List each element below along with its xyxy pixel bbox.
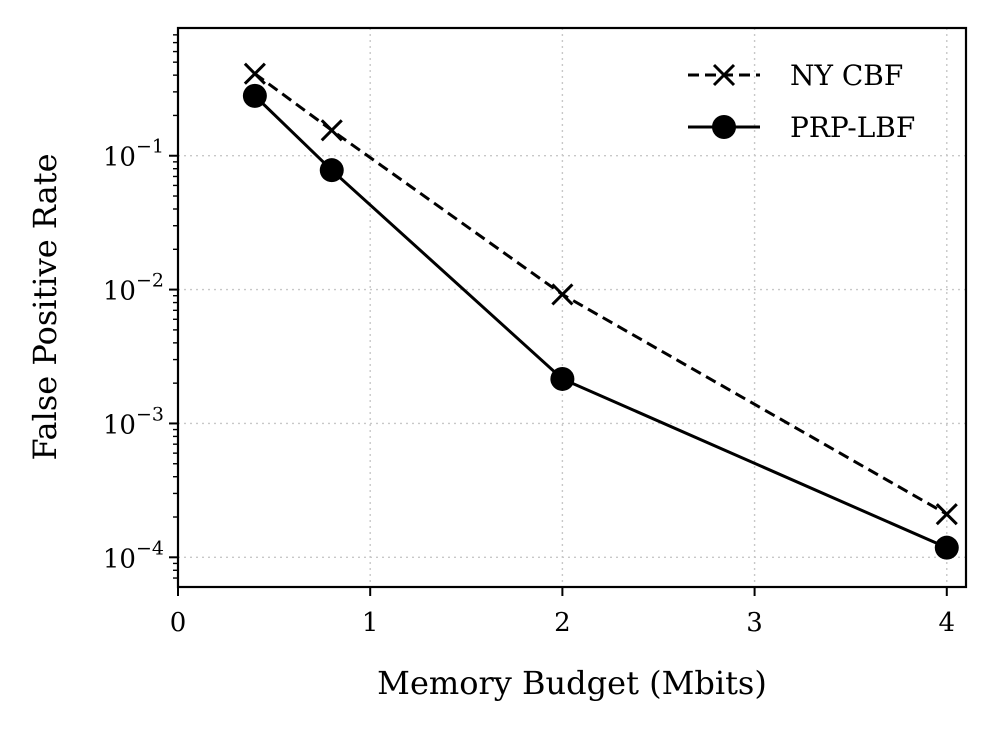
series-layer [242, 62, 959, 560]
data-point-ny-cbf [243, 62, 266, 85]
legend-label-ny-cbf: NY CBF [790, 59, 903, 92]
legend-item-ny-cbf: NY CBF [688, 59, 903, 92]
axis-ticks [169, 154, 948, 596]
legend-marker-ny-cbf [712, 63, 736, 87]
series-line-ny-cbf [253, 72, 948, 516]
x-tick-label: 4 [939, 608, 956, 638]
plot-frame [176, 26, 968, 589]
legend: NY CBF PRP-LBF [688, 59, 915, 144]
x-axis-title: Memory Budget (Mbits) [377, 664, 767, 702]
data-point-ny-cbf [551, 283, 574, 306]
data-point-prp-lbf [550, 366, 575, 391]
y-tick-label: 10−4 [103, 537, 164, 574]
y-tick-labels: 10−1 10−2 10−3 10−4 [103, 136, 164, 575]
x-tick-label: 3 [746, 608, 763, 638]
y-tick-label: 10−3 [103, 403, 164, 440]
y-tick-label: 10−1 [103, 136, 164, 173]
series-line-prp-lbf [253, 94, 948, 550]
legend-label-prp-lbf: PRP-LBF [790, 111, 915, 144]
data-point-ny-cbf [935, 503, 958, 526]
data-point-prp-lbf [934, 535, 959, 560]
x-tick-label: 1 [362, 608, 379, 638]
x-tick-label: 0 [170, 608, 187, 638]
data-point-prp-lbf [242, 83, 267, 108]
x-tick-labels: 0 1 2 3 4 [170, 608, 955, 638]
y-tick-label: 10−2 [103, 270, 164, 307]
data-point-ny-cbf [320, 119, 343, 142]
y-axis-title: False Positive Rate [26, 153, 64, 460]
data-point-prp-lbf [319, 158, 344, 183]
legend-marker-prp-lbf [712, 115, 736, 139]
legend-item-prp-lbf: PRP-LBF [688, 111, 915, 144]
x-tick-label: 2 [554, 608, 571, 638]
